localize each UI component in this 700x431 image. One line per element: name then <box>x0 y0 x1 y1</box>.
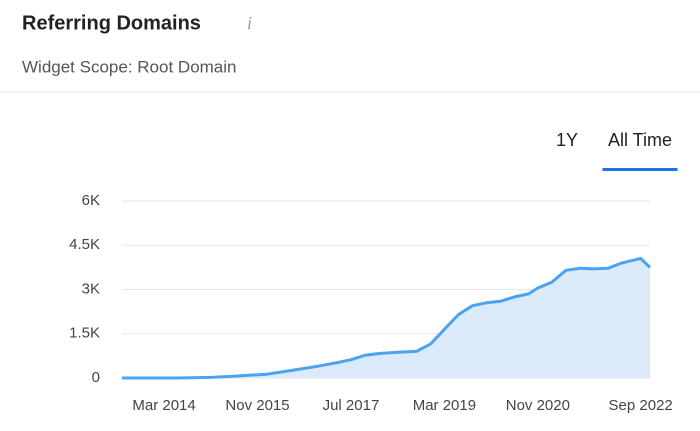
y-tick-label: 4.5K <box>69 236 100 253</box>
active-tab-underline <box>602 168 678 171</box>
y-tick-label: 1.5K <box>69 325 100 342</box>
y-tick-label: 0 <box>92 369 100 386</box>
tab[interactable]: All Time <box>608 130 672 150</box>
y-tick-label: 3K <box>82 280 100 297</box>
x-tick-label: Mar 2019 <box>413 397 476 414</box>
area-line <box>122 257 652 380</box>
x-tick-label: Mar 2014 <box>132 397 195 414</box>
info-icon[interactable]: i <box>247 13 252 33</box>
x-tick-label: Nov 2020 <box>506 397 570 414</box>
x-tick-label: Nov 2015 <box>225 397 289 414</box>
area-fill <box>122 258 650 378</box>
x-tick-label: Jul 2017 <box>323 397 380 414</box>
y-tick-label: 6K <box>82 192 100 209</box>
widget-title: Referring Domains <box>22 12 201 34</box>
widget-subtitle: Widget Scope: Root Domain <box>22 57 237 76</box>
tab[interactable]: 1Y <box>556 130 578 150</box>
x-tick-label: Sep 2022 <box>609 397 673 414</box>
